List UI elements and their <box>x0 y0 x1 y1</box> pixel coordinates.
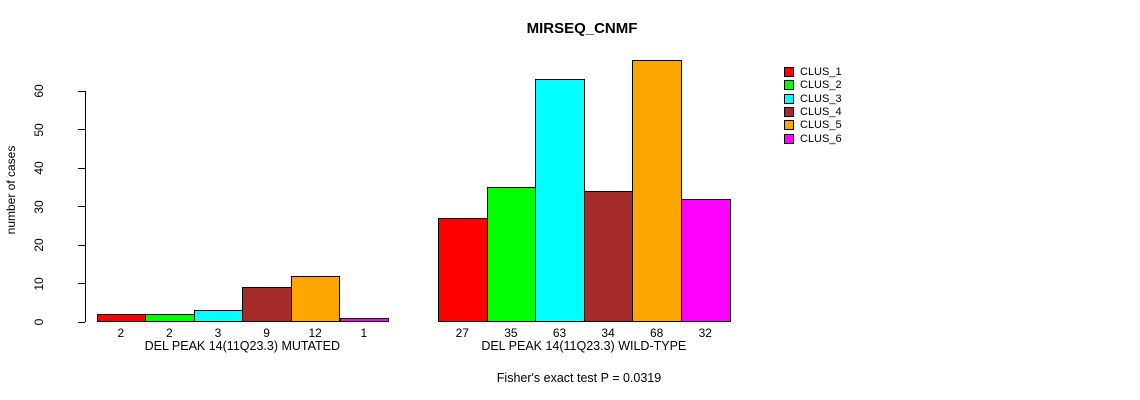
bar-value-label: 63 <box>552 326 567 340</box>
bar-clus_3 <box>193 310 244 322</box>
legend-item: CLUS_1 <box>784 66 842 79</box>
y-tick-label: 60 <box>32 84 46 98</box>
y-axis-line <box>85 91 86 322</box>
legend-swatch-clus_2 <box>784 80 794 91</box>
legend-item: CLUS_5 <box>784 119 842 132</box>
y-axis-label: number of cases <box>4 145 18 235</box>
bar-clus_4 <box>242 287 292 322</box>
bar-value-label: 2 <box>117 326 125 340</box>
legend-label: CLUS_3 <box>800 92 842 105</box>
legend-swatch-clus_5 <box>784 120 794 131</box>
legend-item: CLUS_2 <box>784 79 842 92</box>
y-tick-mark <box>78 244 85 246</box>
bar-value-label: 3 <box>214 326 222 340</box>
y-tick-mark <box>78 90 85 92</box>
bar-clus_6 <box>339 318 390 322</box>
bar-value-label: 68 <box>650 326 664 340</box>
bar-clus_4 <box>583 191 634 322</box>
legend-item: CLUS_3 <box>784 92 842 105</box>
bar-value-label: 35 <box>504 326 518 340</box>
bar-value-label: 32 <box>698 326 712 340</box>
bar-clus_2 <box>486 187 537 322</box>
group-label: DEL PEAK 14(11Q23.3) MUTATED <box>144 339 341 353</box>
y-tick-label: 10 <box>32 276 46 291</box>
legend-label: CLUS_5 <box>800 119 842 132</box>
legend-swatch-clus_4 <box>784 106 794 117</box>
y-tick-label: 30 <box>32 199 46 214</box>
y-tick-mark <box>78 283 85 284</box>
bar-value-label: 2 <box>166 326 173 340</box>
bar-value-label: 34 <box>601 326 615 340</box>
y-tick-mark <box>78 129 85 130</box>
y-tick-label: 0 <box>32 318 46 326</box>
bar-value-label: 27 <box>455 326 469 340</box>
group-label: DEL PEAK 14(11Q23.3) WILD-TYPE <box>481 339 687 353</box>
y-tick-mark <box>78 321 85 323</box>
bar-clus_6 <box>681 198 731 322</box>
bar-clus_1 <box>96 314 147 322</box>
bar-clus_5 <box>632 60 682 322</box>
bar-value-label: 12 <box>308 326 322 340</box>
legend-label: CLUS_2 <box>800 79 842 92</box>
legend-label: CLUS_4 <box>800 105 842 118</box>
bar-clus_2 <box>145 314 195 322</box>
chart-title: MIRSEQ_CNMF <box>526 20 638 37</box>
y-tick-label: 50 <box>32 122 46 137</box>
legend-swatch-clus_3 <box>784 93 794 104</box>
y-tick-label: 20 <box>32 238 46 252</box>
bar-value-label: 9 <box>263 326 270 340</box>
y-tick-label: 40 <box>32 161 46 175</box>
fisher-test-footnote: Fisher's exact test P = 0.0319 <box>496 371 662 385</box>
bar-clus_1 <box>438 218 488 322</box>
legend-swatch-clus_1 <box>784 67 794 77</box>
y-tick-mark <box>78 206 85 207</box>
bar-value-label: 1 <box>360 326 368 340</box>
bar-clus_5 <box>290 275 341 322</box>
legend-item: CLUS_6 <box>784 132 842 145</box>
legend-label: CLUS_6 <box>800 132 842 145</box>
legend-swatch-clus_6 <box>784 133 794 144</box>
y-tick-mark <box>78 167 85 169</box>
legend-item: CLUS_4 <box>784 105 842 118</box>
legend-label: CLUS_1 <box>800 66 842 78</box>
bar-clus_3 <box>535 79 585 322</box>
